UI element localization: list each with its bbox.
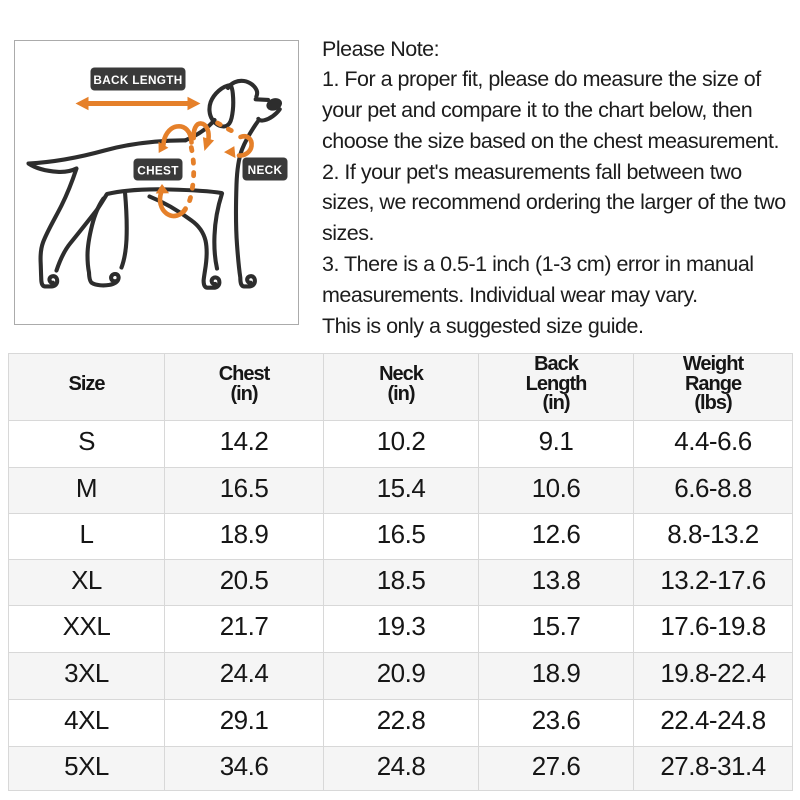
svg-text:BACK LENGTH: BACK LENGTH [93, 73, 182, 87]
svg-text:CHEST: CHEST [137, 163, 179, 177]
svg-text:NECK: NECK [248, 163, 283, 177]
